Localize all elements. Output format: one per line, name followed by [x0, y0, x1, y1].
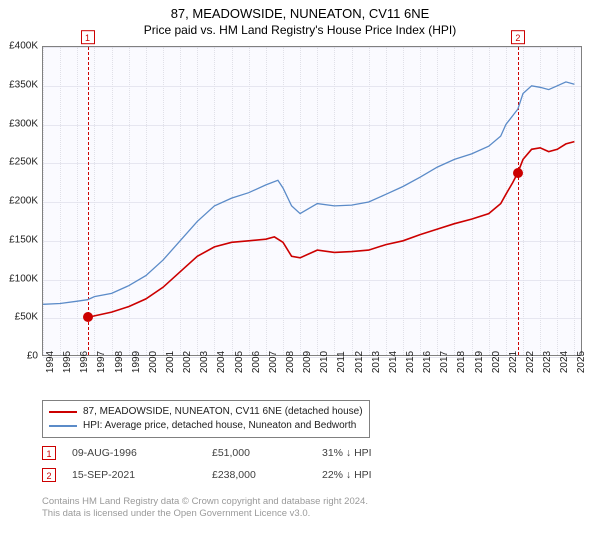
series-hpi — [43, 82, 574, 304]
y-axis-label: £200K — [0, 196, 38, 207]
attribution-line1: Contains HM Land Registry data © Crown c… — [42, 496, 368, 507]
y-axis-label: £250K — [0, 157, 38, 168]
x-axis-label: 2003 — [199, 351, 210, 373]
sale-row-date: 15-SEP-2021 — [72, 469, 212, 481]
x-axis-label: 2005 — [234, 351, 245, 373]
sale-row-marker: 1 — [42, 446, 56, 460]
x-axis-label: 2007 — [268, 351, 279, 373]
y-axis-label: £350K — [0, 79, 38, 90]
chart-plot-area: 12 — [42, 46, 582, 356]
y-axis-label: £100K — [0, 273, 38, 284]
x-axis-label: 2004 — [216, 351, 227, 373]
sale-row-price: £51,000 — [212, 447, 322, 459]
x-axis-label: 2024 — [559, 351, 570, 373]
x-axis-label: 1995 — [62, 351, 73, 373]
chart-legend: 87, MEADOWSIDE, NUNEATON, CV11 6NE (deta… — [42, 400, 370, 438]
y-axis-label: £300K — [0, 118, 38, 129]
x-axis-label: 2023 — [542, 351, 553, 373]
series-property — [88, 142, 575, 318]
legend-label-property: 87, MEADOWSIDE, NUNEATON, CV11 6NE (deta… — [83, 405, 363, 419]
x-axis-label: 2015 — [405, 351, 416, 373]
sale-row-price: £238,000 — [212, 469, 322, 481]
x-axis-label: 2018 — [456, 351, 467, 373]
y-axis-label: £50K — [0, 312, 38, 323]
sale-row: 2 15-SEP-2021£238,00022% ↓ HPI — [42, 468, 432, 482]
x-axis-label: 1999 — [131, 351, 142, 373]
x-axis-label: 2001 — [165, 351, 176, 373]
x-axis-label: 1997 — [96, 351, 107, 373]
attribution-text: Contains HM Land Registry data © Crown c… — [42, 496, 368, 520]
legend-swatch-property — [49, 411, 77, 413]
x-axis-label: 2025 — [576, 351, 587, 373]
x-axis-label: 2000 — [148, 351, 159, 373]
chart-title-address: 87, MEADOWSIDE, NUNEATON, CV11 6NE — [0, 0, 600, 21]
legend-label-hpi: HPI: Average price, detached house, Nune… — [83, 419, 356, 433]
sale-row-date: 09-AUG-1996 — [72, 447, 212, 459]
x-axis-label: 1998 — [114, 351, 125, 373]
x-axis-label: 2012 — [354, 351, 365, 373]
x-axis-label: 2020 — [491, 351, 502, 373]
y-axis-label: £150K — [0, 234, 38, 245]
y-axis-label: £400K — [0, 41, 38, 52]
y-axis-label: £0 — [0, 351, 38, 362]
sale-marker-label[interactable]: 1 — [81, 30, 95, 44]
x-axis-label: 2013 — [371, 351, 382, 373]
x-axis-label: 1994 — [45, 351, 56, 373]
attribution-line2: This data is licensed under the Open Gov… — [42, 508, 310, 519]
sale-row: 1 09-AUG-1996£51,00031% ↓ HPI — [42, 446, 432, 460]
x-axis-label: 2010 — [319, 351, 330, 373]
x-axis-label: 2014 — [388, 351, 399, 373]
x-axis-label: 2008 — [285, 351, 296, 373]
x-axis-label: 1996 — [79, 351, 90, 373]
x-axis-label: 2006 — [251, 351, 262, 373]
sale-row-pct: 31% ↓ HPI — [322, 447, 432, 459]
sale-row-marker: 2 — [42, 468, 56, 482]
sale-marker-label[interactable]: 2 — [511, 30, 525, 44]
legend-swatch-hpi — [49, 425, 77, 427]
x-axis-label: 2011 — [336, 351, 347, 373]
legend-row-hpi: HPI: Average price, detached house, Nune… — [49, 419, 363, 433]
x-axis-label: 2016 — [422, 351, 433, 373]
x-axis-label: 2022 — [525, 351, 536, 373]
x-axis-label: 2017 — [439, 351, 450, 373]
x-axis-label: 2002 — [182, 351, 193, 373]
sale-row-pct: 22% ↓ HPI — [322, 469, 432, 481]
x-axis-label: 2019 — [474, 351, 485, 373]
chart-lines — [43, 47, 583, 357]
legend-row-property: 87, MEADOWSIDE, NUNEATON, CV11 6NE (deta… — [49, 405, 363, 419]
x-axis-label: 2021 — [508, 351, 519, 373]
x-axis-label: 2009 — [302, 351, 313, 373]
